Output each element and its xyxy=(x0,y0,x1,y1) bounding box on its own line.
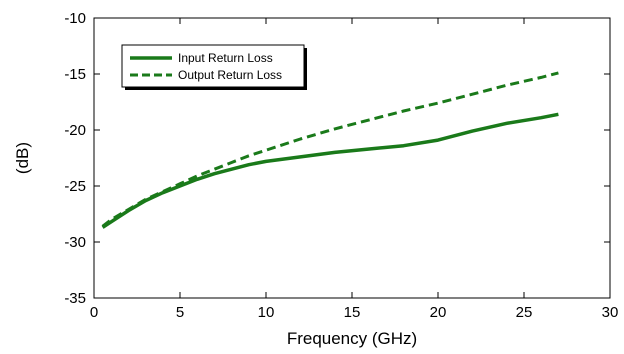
series-line-output-return-loss xyxy=(101,71,559,228)
x-tick-label: 30 xyxy=(602,304,619,321)
series-group xyxy=(101,71,559,229)
y-tick-label: -25 xyxy=(64,178,86,195)
y-tick-label: -30 xyxy=(64,234,86,251)
x-axis-title: Frequency (GHz) xyxy=(287,329,417,348)
x-tick-labels: 0 5 10 15 20 25 30 xyxy=(90,304,619,321)
x-tick-label: 10 xyxy=(258,304,275,321)
x-tick-label: 15 xyxy=(344,304,361,321)
y-tick-label: -10 xyxy=(64,10,86,27)
series-line-input-return-loss xyxy=(101,112,559,229)
legend-box xyxy=(121,44,305,88)
legend-label-output: Output Return Loss xyxy=(178,68,282,82)
y-tick-label: -35 xyxy=(64,290,86,307)
x-tick-label: 5 xyxy=(176,304,184,321)
legend-label-input: Input Return Loss xyxy=(178,51,273,65)
x-tick-label: 20 xyxy=(430,304,447,321)
y-tick-labels: -35 -30 -25 -20 -15 -10 xyxy=(64,10,86,307)
legend: Input Return Loss Output Return Loss xyxy=(121,44,307,90)
x-tick-label: 25 xyxy=(516,304,533,321)
y-axis-title: (dB) xyxy=(13,142,32,174)
y-tick-label: -15 xyxy=(64,66,86,83)
x-tick-label: 0 xyxy=(90,304,98,321)
axis-ticks xyxy=(93,17,611,299)
y-tick-label: -20 xyxy=(64,122,86,139)
